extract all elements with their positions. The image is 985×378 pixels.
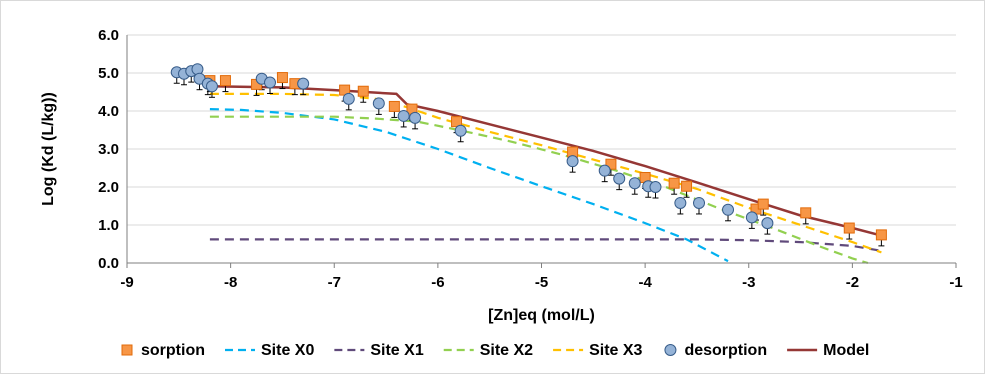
x-tick-labels: -9 -8 -7 -6 -5 -4 -3 -2 -1 bbox=[120, 274, 962, 291]
x-tick-label: -4 bbox=[638, 274, 652, 291]
point-desorption bbox=[397, 109, 410, 122]
legend-swatch-sorption bbox=[121, 344, 133, 356]
legend-swatch-desorption bbox=[664, 344, 677, 356]
point-desorption bbox=[454, 124, 467, 137]
x-tick-label: -7 bbox=[328, 274, 341, 291]
series-line-site-x1 bbox=[209, 238, 882, 252]
point-desorption bbox=[566, 155, 579, 168]
legend: sorption Site X0 Site X1 Site X2 Site X3 deso… bbox=[121, 342, 869, 359]
point-desorption bbox=[342, 92, 355, 105]
y-tick-label: 3.0 bbox=[98, 141, 119, 158]
x-tick-label: -9 bbox=[120, 274, 133, 291]
series-line-site-x3 bbox=[209, 92, 882, 254]
point-desorption bbox=[674, 196, 687, 209]
point-sorption bbox=[843, 222, 855, 234]
legend-label-site-x3: Site X3 bbox=[589, 342, 642, 359]
series-markers bbox=[170, 63, 887, 241]
point-desorption bbox=[264, 76, 277, 89]
y-axis-title: Log (Kd (L/kg)) bbox=[40, 92, 57, 206]
x-tick-label: -2 bbox=[846, 274, 859, 291]
point-sorption bbox=[357, 85, 369, 97]
point-desorption bbox=[297, 77, 310, 90]
point-desorption bbox=[693, 196, 706, 209]
point-desorption bbox=[649, 181, 662, 193]
y-tick-label: 1.0 bbox=[98, 217, 119, 234]
point-sorption bbox=[219, 75, 231, 87]
point-desorption bbox=[613, 172, 626, 185]
point-sorption bbox=[681, 180, 693, 192]
point-sorption bbox=[388, 100, 400, 112]
series-line-site-x2 bbox=[209, 115, 869, 265]
point-sorption bbox=[668, 177, 680, 189]
point-desorption bbox=[745, 211, 758, 224]
x-tick-label: -3 bbox=[742, 274, 755, 291]
x-tick-label: -1 bbox=[949, 274, 962, 291]
point-sorption bbox=[276, 72, 288, 84]
y-tick-label: 0.0 bbox=[98, 255, 119, 272]
x-tick-label: -8 bbox=[224, 274, 237, 291]
x-axis-title: [Zn]eq (mol/L) bbox=[488, 307, 595, 324]
legend-label-model: Model bbox=[823, 342, 869, 359]
legend-label-desorption: desorption bbox=[684, 342, 767, 359]
error-bars bbox=[173, 69, 885, 247]
grid-lines bbox=[127, 34, 956, 226]
series-line-model bbox=[209, 85, 882, 237]
point-sorption bbox=[800, 207, 812, 219]
legend-label-site-x0: Site X0 bbox=[261, 342, 314, 359]
y-tick-label: 5.0 bbox=[98, 65, 119, 82]
point-desorption bbox=[761, 217, 774, 230]
legend-label-site-x1: Site X1 bbox=[370, 342, 423, 359]
axes bbox=[126, 35, 957, 268]
y-tick-label: 6.0 bbox=[98, 27, 119, 44]
point-desorption bbox=[628, 177, 641, 190]
series-line-site-x0 bbox=[209, 108, 729, 263]
point-sorption bbox=[605, 158, 617, 170]
y-tick-labels: 0.0 1.0 2.0 3.0 4.0 5.0 6.0 bbox=[98, 27, 119, 272]
legend-label-site-x2: Site X2 bbox=[480, 342, 533, 359]
point-desorption bbox=[205, 80, 218, 93]
y-tick-label: 4.0 bbox=[98, 103, 119, 120]
legend-label-sorption: sorption bbox=[141, 342, 205, 359]
point-desorption bbox=[372, 97, 385, 110]
point-sorption bbox=[757, 198, 769, 210]
point-desorption bbox=[409, 111, 422, 124]
x-tick-label: -6 bbox=[431, 274, 444, 291]
point-desorption bbox=[598, 164, 611, 177]
x-tick-label: -5 bbox=[535, 274, 548, 291]
series-lines bbox=[209, 85, 882, 265]
y-tick-label: 2.0 bbox=[98, 179, 119, 196]
point-sorption bbox=[875, 229, 887, 241]
point-desorption bbox=[722, 203, 735, 216]
